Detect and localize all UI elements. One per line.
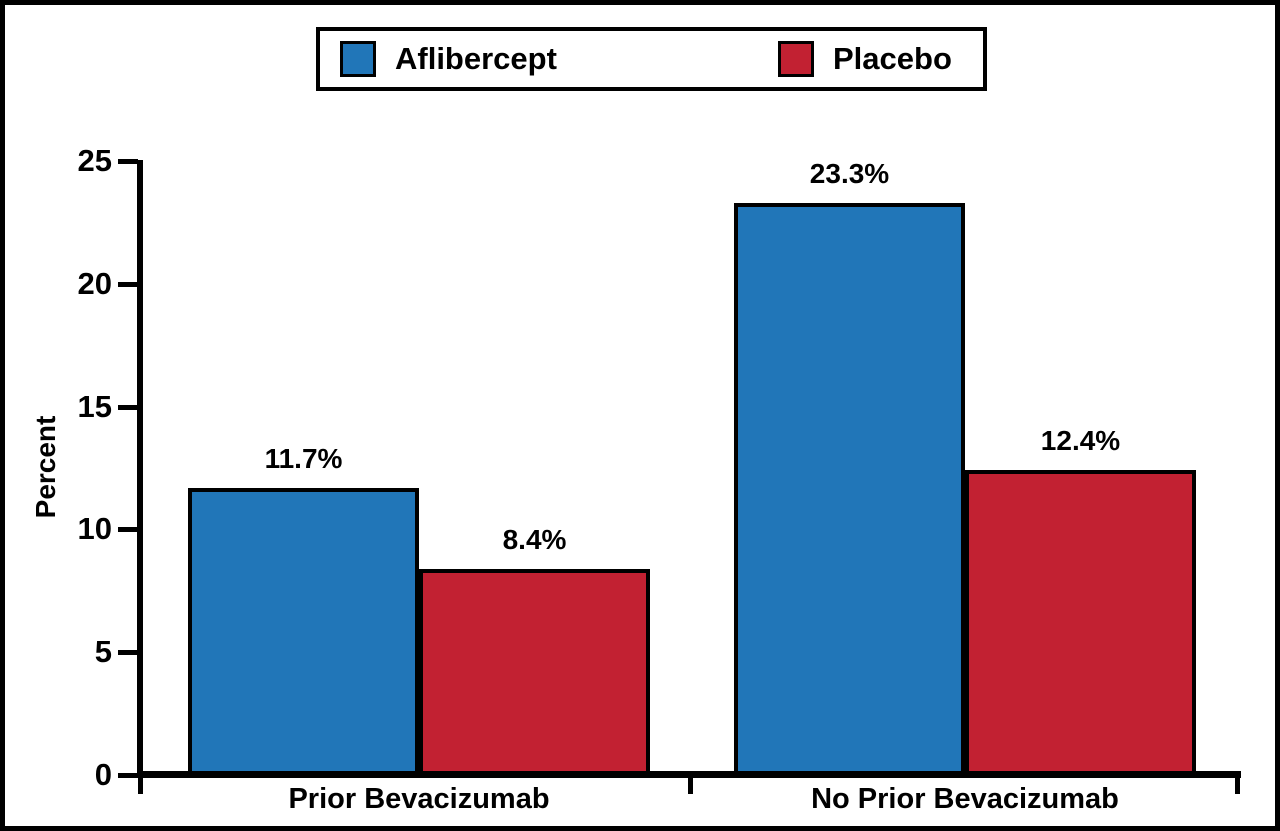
y-tick-label-5: 5 bbox=[94, 634, 112, 670]
y-tick-label-15: 15 bbox=[77, 388, 112, 424]
legend-label-aflibercept: Aflibercept bbox=[395, 41, 557, 76]
y-tick-mark-5 bbox=[118, 650, 138, 656]
bar-placebo-no-prior-bevacizumab bbox=[965, 470, 1196, 775]
value-label-aflibercept-no-prior-bevacizumab: 23.3% bbox=[809, 158, 890, 189]
value-label-placebo-no-prior-bevacizumab: 12.4% bbox=[1040, 425, 1121, 456]
y-tick-label-0: 0 bbox=[94, 757, 112, 792]
y-tick-mark-10 bbox=[118, 527, 138, 533]
x-tick-label-no-prior-bevacizumab: No Prior Bevacizumab bbox=[811, 783, 1119, 815]
y-tick-label-25: 25 bbox=[77, 143, 112, 178]
value-label-aflibercept-prior-bevacizumab: 11.7% bbox=[264, 443, 343, 474]
x-axis-line bbox=[137, 771, 1241, 778]
legend-swatch-aflibercept bbox=[340, 41, 376, 77]
y-tick-label-20: 20 bbox=[77, 265, 112, 301]
bar-aflibercept-no-prior-bevacizumab bbox=[734, 203, 965, 775]
value-label-placebo-prior-bevacizumab: 8.4% bbox=[502, 524, 567, 555]
legend-label-placebo: Placebo bbox=[833, 41, 952, 76]
y-tick-label-10: 10 bbox=[77, 511, 112, 547]
legend-item-placebo: Placebo bbox=[778, 31, 952, 87]
y-tick-mark-0 bbox=[118, 773, 138, 778]
x-tick-mark-1 bbox=[688, 778, 693, 794]
bar-aflibercept-prior-bevacizumab bbox=[188, 488, 419, 775]
y-tick-mark-15 bbox=[118, 404, 138, 410]
x-tick-label-prior-bevacizumab: Prior Bevacizumab bbox=[288, 783, 550, 815]
y-axis-line bbox=[137, 160, 143, 778]
legend-swatch-placebo bbox=[778, 41, 814, 77]
bar-placebo-prior-bevacizumab bbox=[419, 569, 650, 775]
x-tick-mark-2 bbox=[1235, 778, 1240, 794]
y-tick-mark-25 bbox=[118, 159, 138, 164]
y-axis-title: Percent bbox=[30, 415, 61, 519]
y-tick-mark-20 bbox=[118, 281, 138, 287]
x-tick-mark-0 bbox=[138, 778, 143, 794]
legend: Aflibercept Placebo bbox=[316, 27, 987, 91]
legend-item-aflibercept: Aflibercept bbox=[340, 31, 557, 87]
